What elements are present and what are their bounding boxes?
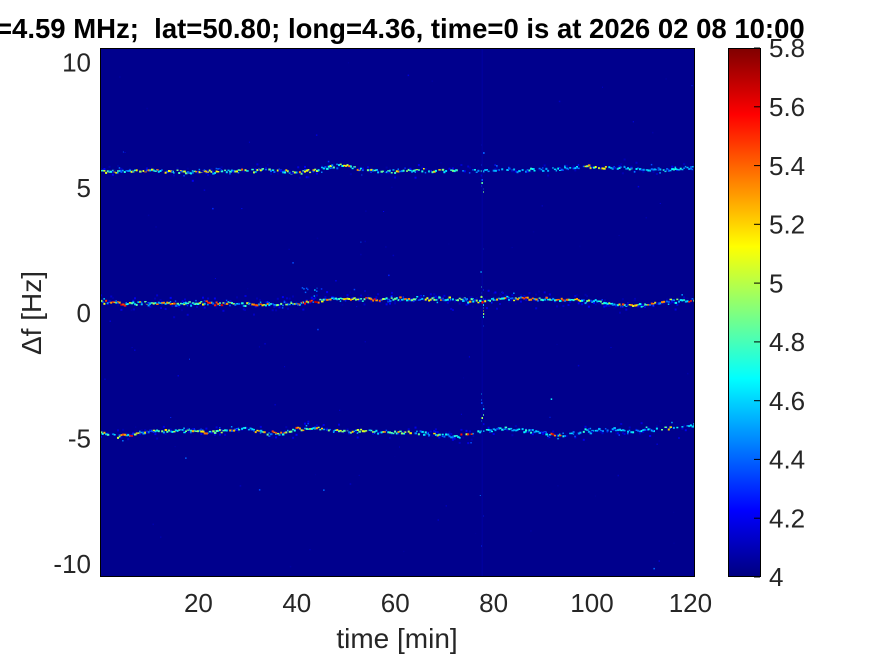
svg-text:60: 60 bbox=[381, 588, 410, 618]
svg-text:4.8: 4.8 bbox=[769, 327, 805, 357]
svg-text:-5: -5 bbox=[68, 424, 91, 454]
svg-text:10: 10 bbox=[62, 47, 91, 77]
svg-text:5.6: 5.6 bbox=[769, 92, 805, 122]
svg-text:20: 20 bbox=[184, 588, 213, 618]
svg-text:5.2: 5.2 bbox=[769, 210, 805, 240]
svg-text:5: 5 bbox=[769, 268, 783, 298]
svg-text:-10: -10 bbox=[53, 549, 91, 579]
svg-text:=4.59 MHz; lat=50.80; long=4.: =4.59 MHz; lat=50.80; long=4.36, time=0 … bbox=[0, 13, 805, 44]
svg-text:4.6: 4.6 bbox=[769, 386, 805, 416]
svg-text:4.4: 4.4 bbox=[769, 445, 805, 475]
svg-text:Δf [Hz]: Δf [Hz] bbox=[16, 271, 47, 355]
svg-text:4.2: 4.2 bbox=[769, 503, 805, 533]
svg-text:120: 120 bbox=[669, 588, 712, 618]
svg-text:4: 4 bbox=[769, 562, 783, 592]
svg-text:100: 100 bbox=[570, 588, 613, 618]
svg-text:5.8: 5.8 bbox=[769, 33, 805, 63]
svg-text:80: 80 bbox=[479, 588, 508, 618]
svg-text:time [min]: time [min] bbox=[336, 623, 457, 654]
svg-text:0: 0 bbox=[77, 298, 91, 328]
svg-text:40: 40 bbox=[282, 588, 311, 618]
svg-text:5: 5 bbox=[77, 173, 91, 203]
svg-text:5.4: 5.4 bbox=[769, 151, 805, 181]
